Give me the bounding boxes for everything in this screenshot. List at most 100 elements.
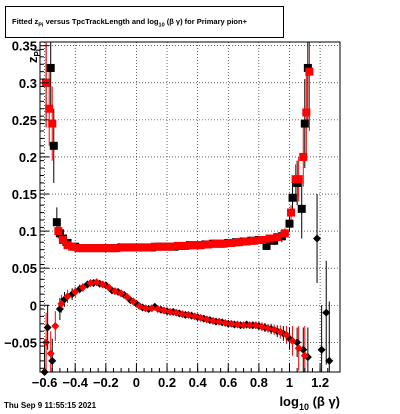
y-tick-label: 0.15 [12,187,37,202]
diamond-marker [184,310,193,319]
square-marker [97,244,106,253]
diamond-marker [239,321,248,330]
diamond-marker [159,306,168,315]
square-marker [52,218,61,227]
diamond-marker [178,310,187,319]
y-tick-label: 0.3 [19,76,37,91]
x-axis-label: log10 (β γ) [279,394,340,412]
square-marker [89,244,98,253]
square-marker [112,244,121,253]
y-tick-label: −0.05 [4,335,37,350]
title-box: Fitted zPi versus TpcTrackLength and log… [5,6,284,38]
diamond-marker [227,319,236,328]
diamond-marker [43,323,52,332]
square-marker [104,244,113,253]
diamond-marker [294,344,303,353]
error-bar-layer [44,42,330,372]
y-tick-label: 0.2 [19,150,37,165]
square-marker [45,104,54,113]
square-marker [294,175,303,184]
y-axis-label-main: z [25,56,40,63]
square-marker [212,239,221,248]
square-marker [302,108,311,117]
title-middle: versus TpcTrackLength and log [45,17,159,26]
diamond-marker [98,280,107,289]
diamond-marker [276,327,285,336]
square-marker [280,229,289,238]
diamond-marker [123,293,132,302]
square-marker [181,241,190,250]
diamond-marker [322,308,331,317]
square-marker [135,243,144,252]
diamond-marker [104,283,113,292]
diamond-marker [63,292,72,301]
diamond-marker [251,321,260,330]
square-marker [143,243,152,252]
x-tick-label: 0.4 [189,375,208,390]
y-tick-label: 0 [30,298,37,313]
square-marker [227,238,236,247]
diamond-marker [141,304,150,313]
diamond-marker [317,345,326,354]
square-marker [46,63,55,72]
diamond-marker [325,356,334,365]
chart-title: Fitted zPi versus TpcTrackLength and log… [12,17,247,29]
y-axis-label-sub: Pi [33,49,42,57]
square-marker [54,227,63,236]
square-marker [288,193,297,202]
x-axis-label-sub: 10 [299,402,309,412]
diamond-marker [288,336,297,345]
diamond-marker [221,319,230,328]
footer-date: Thu Sep 9 11:55:15 2021 [4,401,97,410]
square-marker [68,242,77,251]
x-tick-label: 1.2 [311,375,329,390]
diamond-marker [300,351,309,360]
square-marker [120,243,129,252]
x-axis-label-main: log [279,394,299,409]
diamond-marker [46,349,55,358]
diamond-marker [111,287,119,296]
square-marker [242,237,251,246]
x-tick-label: 0 [133,375,140,390]
square-marker [58,236,67,244]
diamond-marker [71,287,80,296]
y-tick-label: 0.05 [12,261,37,276]
square-marker [49,141,58,150]
square-marker [173,241,182,250]
diamond-marker [245,321,254,330]
square-marker [299,152,308,161]
y-axis-label: zPi [25,49,42,63]
tick-layer [40,45,329,372]
square-marker [158,242,167,251]
diamond-marker [208,316,217,325]
x-axis-label-rest: (β γ) [309,394,340,409]
square-marker [166,242,175,251]
diamond-marker [117,289,126,298]
square-marker [265,234,274,243]
square-marker [189,241,198,250]
square-marker [234,238,243,247]
title-z-sub: Pi [38,22,44,29]
x-tick-label: 0.8 [250,375,268,390]
square-marker [74,244,83,253]
title-suffix: (β γ) for Primary pion+ [166,17,247,26]
title-prefix: Fitted [12,17,33,26]
title-log-sub: 10 [158,22,165,29]
x-tick-label: 0.6 [219,375,237,390]
x-tick-label: −0.4 [62,375,88,390]
diamond-marker [78,283,87,292]
diamond-marker [270,325,279,334]
diamond-marker [233,320,242,329]
marker-layer [40,63,334,376]
square-marker [250,236,259,245]
square-marker [204,240,213,249]
x-tick-label: −0.6 [32,375,58,390]
diamond-marker [215,317,224,326]
diamond-marker [147,304,156,313]
square-marker [305,67,314,76]
diamond-marker [153,304,162,313]
square-marker [257,236,266,244]
square-marker [300,119,309,128]
x-tick-label: 1 [286,375,293,390]
